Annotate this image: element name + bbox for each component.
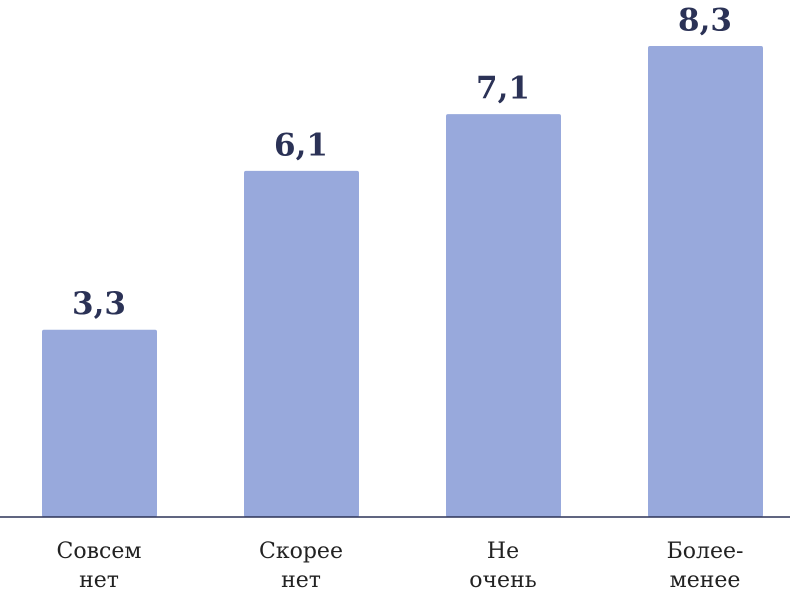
bar [648,46,763,517]
x-tick-label: очень [469,568,536,592]
bar [42,329,157,517]
value-label: 3,3 [72,286,126,322]
x-tick-label: Скорее [259,539,343,564]
value-label: 8,3 [678,3,732,39]
x-tick-label: Не [487,539,519,564]
bar [244,170,359,517]
x-tick-label: нет [281,568,321,592]
x-tick-label: нет [79,568,119,592]
value-label: 6,1 [274,127,328,163]
x-tick-label: менее [670,568,741,592]
value-label: 7,1 [476,71,530,107]
bar [446,114,561,518]
x-tick-label: Более- [667,539,744,564]
x-tick-label: Совсем [57,539,142,564]
